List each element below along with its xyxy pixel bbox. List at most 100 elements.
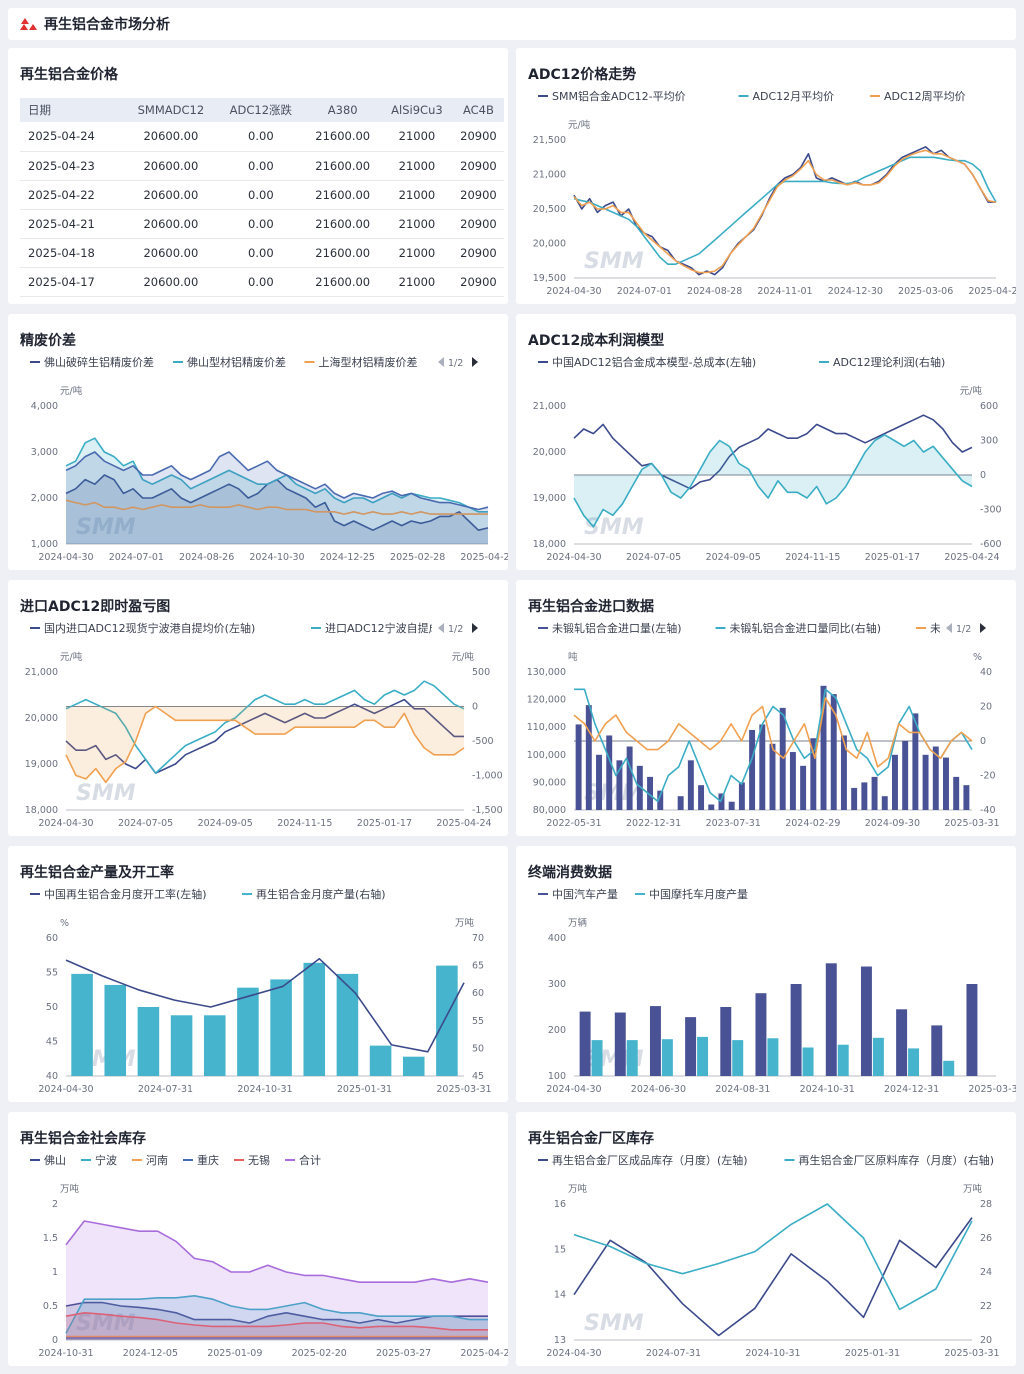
x-tick-label: 2024-08-31 bbox=[715, 1084, 770, 1095]
table-row: 2025-04-17 20600.00 0.00 21600.00 21000 20900 bbox=[20, 267, 504, 297]
pager-next-icon bbox=[472, 623, 478, 633]
y-tick-label: 55 bbox=[46, 968, 58, 979]
x-tick-label: 2024-04-30 bbox=[546, 286, 601, 297]
cost-chart-svg: 中国ADC12铝合金成本模型-总成本(左轴) ADC12理论利润(右轴) 元/吨 21… bbox=[533, 355, 1002, 563]
x-tick-label: 2024-10-31 bbox=[38, 1348, 93, 1359]
bar-mark bbox=[810, 738, 817, 810]
table-cell: 20900 bbox=[452, 122, 504, 152]
cost-chart-title: ADC12成本利润模型 bbox=[528, 333, 665, 349]
price-table-card: 再生铝合金价格 日期 SMMADC12 ADC12涨跌 A380 AlSi9Cu… bbox=[8, 48, 508, 304]
x-tick-label: 2025-04-24 bbox=[944, 552, 999, 563]
watermark-logo: SMM bbox=[584, 1311, 644, 1336]
table-cell: 0.00 bbox=[217, 151, 305, 181]
x-tick-label: 2025-01-17 bbox=[865, 552, 920, 563]
x-tick-label: 2024-04-30 bbox=[546, 552, 601, 563]
pager-label: 1/2 bbox=[448, 624, 463, 635]
y-tick-right-label: 300 bbox=[980, 436, 998, 447]
table-cell: 20600.00 bbox=[124, 180, 218, 210]
y-tick-right-label: -300 bbox=[980, 505, 1002, 516]
y-unit-label: 万辆 bbox=[568, 917, 588, 929]
y-unit-right-label: 元/吨 bbox=[452, 651, 475, 663]
bar-mark bbox=[104, 984, 127, 1076]
watermark-logo: SMM bbox=[76, 781, 136, 806]
series-line bbox=[65, 451, 489, 511]
y-tick-label: 20,000 bbox=[533, 239, 566, 250]
adc12-chart-card: ADC12价格走势 SMM铝合金ADC12-平均价 ADC12月平均价 ADC12周平… bbox=[516, 48, 1016, 304]
bar-mark bbox=[789, 752, 796, 810]
bar-mark bbox=[860, 966, 872, 1076]
y-tick-label: 21,500 bbox=[533, 135, 566, 146]
bar-mark bbox=[759, 724, 766, 810]
y-tick-right-label: 600 bbox=[980, 401, 998, 412]
y-tick-right-label: 20 bbox=[980, 702, 992, 713]
bar-mark bbox=[657, 790, 664, 810]
cost-chart-card: ADC12成本利润模型中国ADC12铝合金成本模型-总成本(左轴) ADC12理论… bbox=[516, 314, 1016, 570]
y-tick-label: 90,000 bbox=[533, 777, 566, 788]
bar-mark bbox=[596, 754, 602, 810]
bar-mark bbox=[303, 962, 326, 1076]
y-tick-right-label: 500 bbox=[472, 667, 490, 678]
y-tick-right-label: 70 bbox=[472, 933, 484, 944]
watermark-logo: SMM bbox=[584, 249, 644, 274]
y-tick-label: 1 bbox=[52, 1267, 58, 1278]
chart-legend: 中国再生铝合金月度开工率(左轴) 再生铝合金月度产量(右轴) bbox=[30, 887, 386, 901]
legend-label: 再生铝合金月度产量(右轴) bbox=[256, 887, 386, 901]
y-tick-label: 0.5 bbox=[43, 1301, 58, 1312]
pager-next-icon bbox=[472, 357, 478, 367]
series-line bbox=[65, 1220, 489, 1283]
y-tick-label: 18,000 bbox=[25, 805, 58, 816]
factory-chart-svg: 再生铝合金厂区成品库存（月度）(左轴) 再生铝合金厂区原料库存（月度）(右轴) 万吨… bbox=[538, 1153, 1000, 1359]
bar-mark bbox=[732, 1040, 744, 1076]
legend-label: 合计 bbox=[299, 1153, 321, 1167]
y-tick-label: 19,000 bbox=[25, 759, 58, 770]
bar-mark bbox=[661, 1039, 673, 1076]
smm-logo-icon bbox=[20, 18, 37, 30]
bar-mark bbox=[203, 1015, 226, 1076]
table-cell: 2025-04-17 bbox=[20, 267, 125, 297]
bar-mark bbox=[616, 760, 623, 810]
x-tick-label: 2025-03-31 bbox=[968, 1084, 1016, 1095]
table-cell: 21000 bbox=[380, 267, 453, 297]
bar-mark bbox=[912, 713, 919, 810]
y-tick-label: 16 bbox=[554, 1199, 566, 1210]
y-tick-right-label: -20 bbox=[980, 771, 996, 782]
bar-mark bbox=[369, 1045, 392, 1076]
bar-mark bbox=[943, 1060, 955, 1076]
series-line bbox=[65, 698, 464, 774]
y-tick-label: 20,500 bbox=[533, 204, 566, 215]
bar-mark bbox=[755, 993, 767, 1076]
pager-next-icon bbox=[980, 623, 986, 633]
price-table-header: 日期 SMMADC12 ADC12涨跌 A380 AlSi9Cu3 AC4B bbox=[20, 98, 504, 122]
y-unit-right-label: % bbox=[973, 652, 982, 663]
legend-label: ADC12月平均价 bbox=[753, 90, 835, 103]
chart-legend: SMM铝合金ADC12-平均价 ADC12月平均价 ADC12周平均价 bbox=[538, 89, 966, 103]
series-line bbox=[65, 1312, 488, 1331]
legend-label: 国内进口ADC12现货宁波港自提均价(左轴) bbox=[44, 621, 255, 635]
legend-label: 未锻轧铝合金进口量(左轴) bbox=[552, 621, 682, 635]
bar-mark bbox=[953, 776, 960, 810]
y-tick-label: 20,000 bbox=[25, 713, 58, 724]
legend-label: ADC12理论利润(右轴) bbox=[833, 355, 945, 369]
pager-prev-icon bbox=[438, 357, 444, 367]
bar-mark bbox=[614, 1012, 626, 1076]
watermark-logo: SMM bbox=[584, 515, 644, 540]
table-cell: 2025-04-18 bbox=[20, 238, 125, 268]
table-cell: 20900 bbox=[452, 209, 504, 239]
bar-mark bbox=[769, 743, 776, 810]
series-line bbox=[573, 697, 973, 768]
table-cell: 20900 bbox=[452, 267, 504, 297]
table-cell: 20600.00 bbox=[124, 209, 218, 239]
bar-mark bbox=[575, 724, 582, 810]
bar-mark bbox=[820, 685, 827, 810]
series-area bbox=[66, 1302, 488, 1340]
pager-bg bbox=[940, 618, 1016, 638]
col-header: 日期 bbox=[20, 98, 125, 122]
x-tick-label: 2024-06-30 bbox=[631, 1084, 686, 1095]
bar-mark bbox=[137, 1007, 160, 1076]
x-tick-label: 2024-09-05 bbox=[706, 552, 761, 563]
y-tick-label: 100,000 bbox=[527, 750, 566, 761]
y-tick-label: 80,000 bbox=[533, 805, 566, 816]
pager-bg bbox=[432, 618, 508, 638]
x-tick-label: 2025-04-24 bbox=[460, 1348, 508, 1359]
x-tick-label: 2024-07-01 bbox=[617, 286, 672, 297]
